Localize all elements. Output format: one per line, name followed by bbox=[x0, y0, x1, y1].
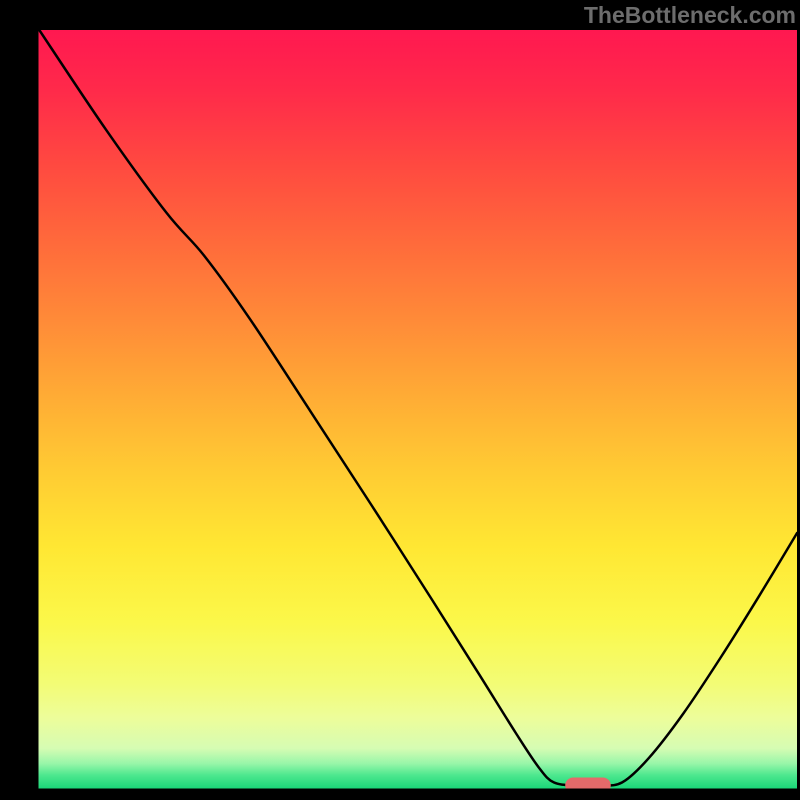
plot-svg bbox=[37, 30, 797, 790]
watermark-text: TheBottleneck.com bbox=[584, 2, 796, 29]
gradient-background bbox=[37, 30, 797, 790]
recommendation-marker bbox=[565, 777, 611, 790]
figure-root: TheBottleneck.com bbox=[0, 0, 800, 800]
plot-area bbox=[37, 30, 797, 790]
